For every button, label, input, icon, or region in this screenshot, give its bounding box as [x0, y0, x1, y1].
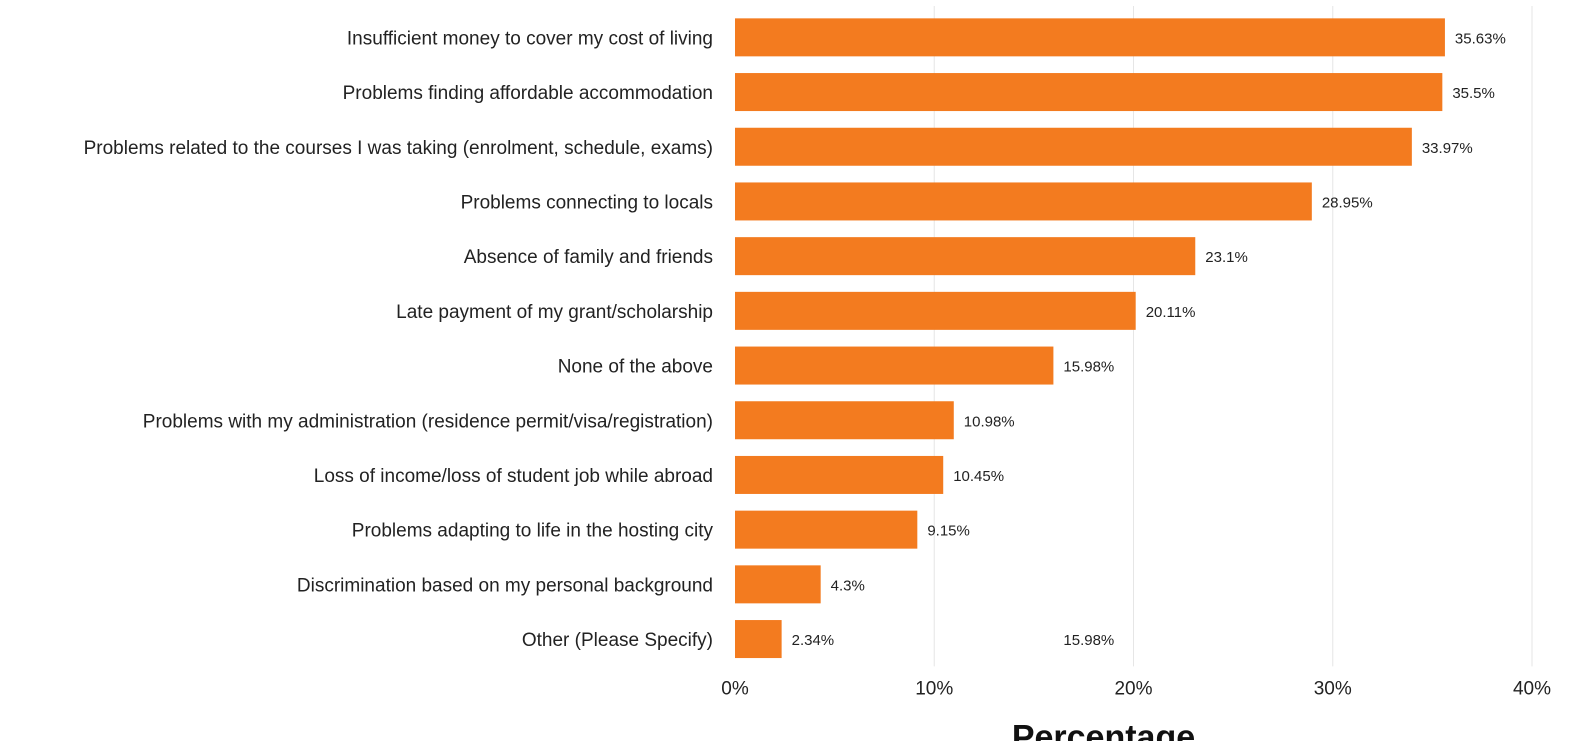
x-axis-ticks: 0% 10% 20% 30% 40%	[721, 678, 1551, 699]
category-label: None of the above	[558, 357, 713, 378]
category-label: Problems related to the courses I was ta…	[84, 138, 713, 159]
value-label: 2.34%	[792, 632, 835, 649]
x-tick-label: 40%	[1513, 678, 1551, 699]
bar	[735, 401, 954, 440]
bar	[735, 346, 1054, 385]
bar	[735, 620, 782, 659]
value-label: 4.3%	[831, 577, 865, 594]
value-label: 10.45%	[953, 468, 1004, 485]
annotation-label: 15.98%	[1063, 632, 1114, 649]
value-label: 35.5%	[1452, 85, 1495, 102]
bar	[735, 565, 821, 604]
value-label: 28.95%	[1322, 194, 1373, 211]
category-label: Problems finding affordable accommodatio…	[343, 83, 713, 104]
category-label: Discrimination based on my personal back…	[297, 575, 713, 596]
category-label: Problems connecting to locals	[461, 192, 713, 213]
bar	[735, 455, 944, 494]
bar	[735, 73, 1443, 112]
bars	[735, 18, 1445, 659]
bar	[735, 291, 1136, 330]
value-labels: 35.63% 35.5% 33.97% 28.95% 23.1% 20.11% 15.98%…	[792, 30, 1506, 649]
value-label: 33.97%	[1422, 140, 1473, 157]
bar	[735, 510, 918, 549]
x-tick-label: 10%	[915, 678, 953, 699]
category-label: Late payment of my grant/scholarship	[396, 302, 713, 323]
x-tick-label: 20%	[1114, 678, 1152, 699]
value-label: 9.15%	[927, 523, 970, 540]
category-label: Problems with my administration (residen…	[143, 411, 713, 432]
x-axis-title: Percentage	[1012, 718, 1195, 741]
grid-lines	[933, 6, 1533, 667]
value-label: 10.98%	[964, 413, 1015, 430]
category-labels: Insufficient money to cover my cost of l…	[84, 28, 714, 651]
category-label: Absence of family and friends	[464, 247, 713, 268]
bar	[735, 182, 1312, 221]
bar	[735, 18, 1445, 57]
x-tick-label: 0%	[721, 678, 749, 699]
bar	[735, 237, 1196, 276]
annotations: 15.98%	[1063, 632, 1114, 649]
value-label: 23.1%	[1205, 249, 1248, 266]
x-tick-label: 30%	[1314, 678, 1352, 699]
category-label: Problems adapting to life in the hosting…	[352, 521, 714, 542]
category-label: Other (Please Specify)	[522, 630, 713, 651]
category-label: Insufficient money to cover my cost of l…	[347, 28, 713, 49]
bar	[735, 127, 1412, 166]
value-label: 35.63%	[1455, 30, 1506, 47]
value-label: 20.11%	[1146, 304, 1196, 321]
value-label: 15.98%	[1063, 359, 1114, 376]
category-label: Loss of income/loss of student job while…	[314, 466, 713, 487]
